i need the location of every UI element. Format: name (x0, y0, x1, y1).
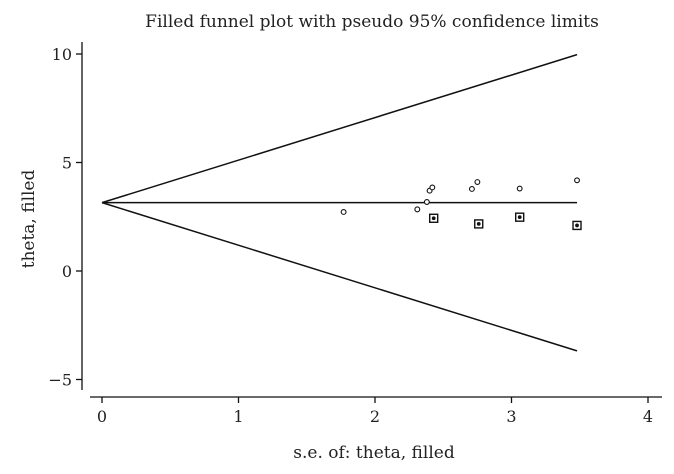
x-axis-label: s.e. of: theta, filled (293, 443, 455, 463)
observed-study-point (423, 199, 430, 205)
observed-study-point (474, 179, 481, 185)
observed-study-point (429, 184, 436, 191)
observed-study-point (516, 185, 523, 192)
filled-study-point (572, 220, 582, 231)
chart-title: Filled funnel plot with pseudo 95% confi… (145, 12, 599, 32)
data-points (340, 177, 582, 231)
y-tick-label: 5 (62, 154, 72, 173)
x-tick-label: 1 (233, 407, 243, 426)
y-tick-label: 10 (52, 45, 72, 64)
x-ticks: 0 1 2 3 4 (97, 397, 653, 426)
x-tick-label: 2 (370, 407, 380, 426)
observed-study-point (468, 186, 475, 192)
y-ticks: 10 5 0 −5 (48, 45, 82, 390)
x-tick-label: 0 (97, 407, 107, 426)
y-axis-label: theta, filled (19, 170, 39, 269)
observed-study-point (574, 177, 580, 184)
upper-confidence-limit (101, 53, 578, 204)
filled-study-point (474, 219, 484, 229)
y-tick-label: −5 (48, 371, 72, 390)
x-tick-label: 4 (643, 407, 653, 426)
observed-study-point (340, 209, 347, 215)
filled-study-point (428, 213, 439, 223)
observed-study-point (414, 206, 421, 213)
y-tick-label: 0 (62, 262, 72, 281)
x-tick-label: 3 (506, 407, 516, 426)
lower-confidence-limit (101, 201, 578, 352)
filled-study-point (514, 212, 525, 222)
